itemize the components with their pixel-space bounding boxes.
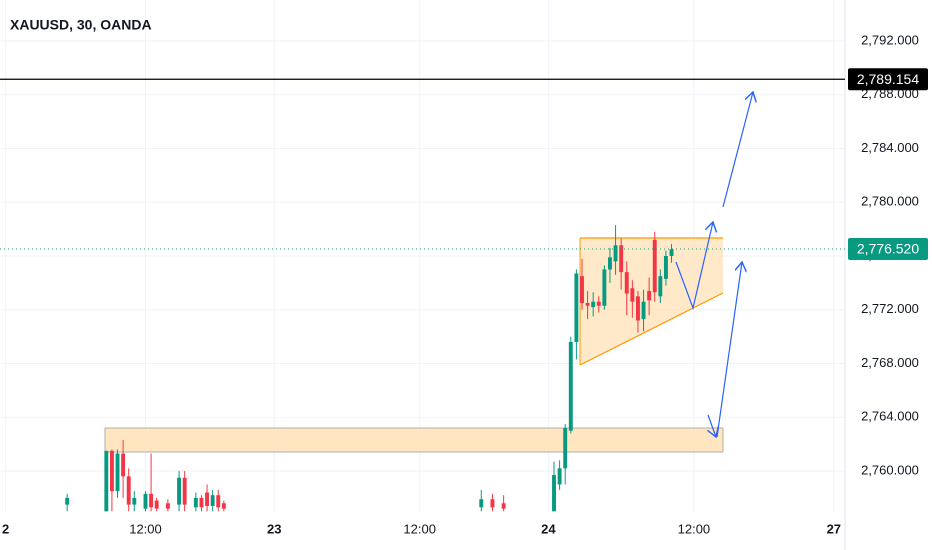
candle-body bbox=[613, 245, 618, 262]
candle-body bbox=[596, 301, 601, 306]
candle-body bbox=[65, 497, 70, 505]
arrow bbox=[675, 222, 713, 311]
candle-body bbox=[568, 342, 573, 431]
candle-body bbox=[126, 476, 131, 505]
candle-body bbox=[149, 493, 154, 508]
candle-body bbox=[658, 276, 663, 297]
candle-body bbox=[121, 453, 126, 477]
triangle-fill bbox=[580, 238, 723, 365]
y-tick-label: 2,760.000 bbox=[861, 462, 919, 477]
candle-body bbox=[585, 303, 590, 306]
candle-body bbox=[182, 477, 187, 505]
arrow bbox=[708, 414, 716, 437]
arrow bbox=[716, 262, 742, 438]
candle-body bbox=[635, 296, 640, 321]
x-tick-label: 12:00 bbox=[129, 521, 162, 536]
x-tick-label: 23 bbox=[267, 521, 281, 536]
candle-body bbox=[663, 256, 668, 279]
candle-body bbox=[104, 450, 109, 512]
candle-body bbox=[132, 497, 137, 505]
drawings bbox=[104, 237, 724, 453]
candle-body bbox=[165, 503, 170, 509]
candle-body bbox=[647, 290, 652, 301]
candle-body bbox=[490, 499, 495, 508]
candle-body bbox=[580, 276, 584, 304]
y-tick-label: 2,772.000 bbox=[861, 301, 919, 316]
candle-body bbox=[221, 503, 226, 509]
candle-body bbox=[624, 272, 629, 294]
zone bbox=[104, 427, 724, 453]
candle-body bbox=[563, 428, 568, 469]
candle-body bbox=[641, 301, 646, 320]
price-label-bg bbox=[848, 238, 928, 261]
candle-body bbox=[602, 269, 607, 306]
y-tick-label: 2,764.000 bbox=[861, 409, 919, 424]
candles bbox=[65, 225, 674, 512]
x-tick-label: 12:00 bbox=[403, 521, 436, 536]
y-tick-label: 2,792.000 bbox=[861, 32, 919, 47]
candle-body bbox=[193, 497, 198, 508]
chart-title: XAUUSD, 30, OANDA bbox=[10, 17, 152, 33]
candle-body bbox=[630, 288, 635, 302]
arrows bbox=[675, 92, 753, 438]
candle-body bbox=[574, 273, 579, 343]
candle-body bbox=[210, 495, 215, 506]
candle-body bbox=[177, 477, 182, 505]
x-tick-label: 27 bbox=[827, 521, 841, 536]
x-tick-label: 12:00 bbox=[678, 521, 711, 536]
candle-body bbox=[557, 468, 562, 485]
candle-body bbox=[216, 495, 221, 508]
x-tick-label: 2 bbox=[2, 521, 9, 536]
candle-body bbox=[501, 503, 506, 509]
candle-body bbox=[652, 239, 657, 293]
candle-body bbox=[109, 450, 114, 492]
candle-body bbox=[479, 499, 484, 508]
triangle-bottom bbox=[579, 292, 724, 366]
candle-body bbox=[608, 257, 612, 270]
y-tick-label: 2,780.000 bbox=[861, 194, 919, 209]
y-tick-label: 2,784.000 bbox=[861, 140, 919, 155]
candle-body bbox=[619, 245, 624, 273]
y-tick-label: 2,768.000 bbox=[861, 355, 919, 370]
arrow bbox=[722, 92, 753, 208]
price-label: 2,776.520 bbox=[857, 241, 919, 257]
price-label-bg bbox=[848, 68, 928, 91]
price-label: 2,789.154 bbox=[857, 71, 919, 87]
candle-body bbox=[115, 453, 120, 492]
candle-body bbox=[154, 500, 159, 509]
candle-body bbox=[143, 493, 148, 509]
candle-body bbox=[199, 497, 204, 508]
candle-body bbox=[669, 249, 674, 256]
candle-body bbox=[552, 475, 556, 512]
candle-body bbox=[591, 301, 596, 308]
candle-body bbox=[205, 492, 210, 506]
x-tick-label: 24 bbox=[541, 521, 556, 536]
grid bbox=[0, 0, 845, 512]
